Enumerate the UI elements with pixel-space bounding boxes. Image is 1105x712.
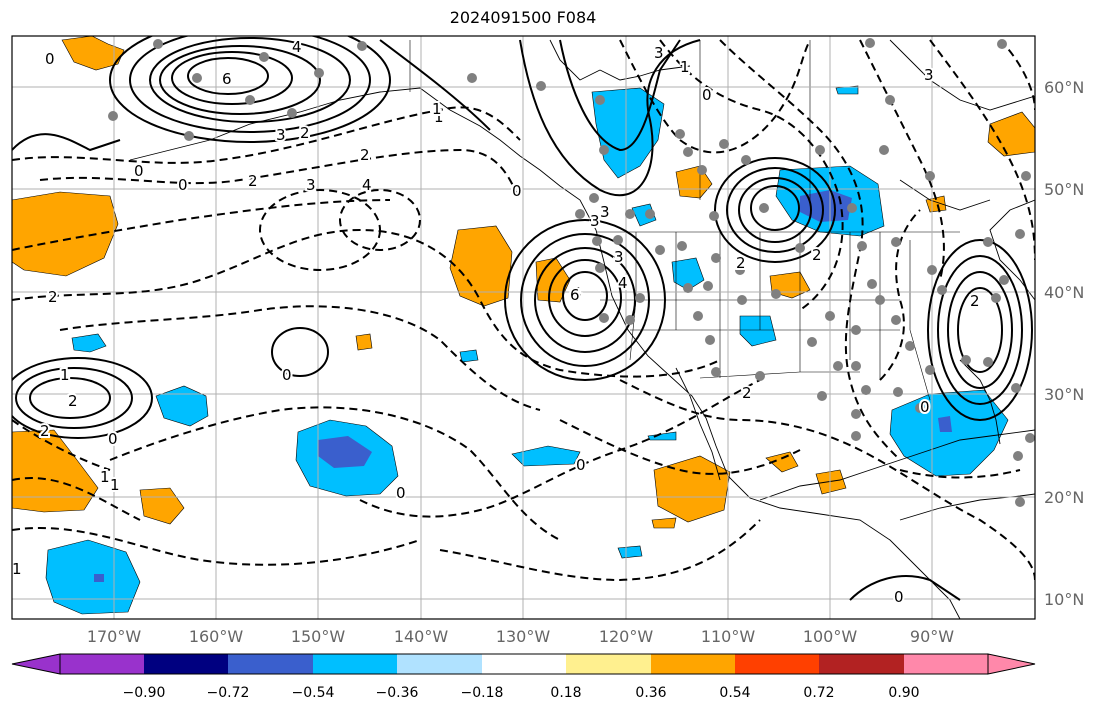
colorbar-bin (566, 654, 651, 674)
contour-label: 3 (654, 44, 664, 62)
contour-label: 3 (924, 66, 934, 84)
contour-label: 1 (432, 100, 442, 118)
colorbar-bin (735, 654, 819, 674)
contour-label: 2 (970, 292, 980, 310)
colorbar-bin (651, 654, 735, 674)
negative-anomaly-shading (45, 85, 1009, 615)
contour-label: 2 (68, 392, 78, 410)
contour-label: 4 (572, 284, 582, 302)
positive-anomaly-shading (12, 36, 1035, 529)
colorbar-bin (228, 654, 313, 674)
observation-markers (108, 38, 1035, 507)
colorbar: −0.90 −0.72 −0.54 −0.36 −0.18 0.18 0.36 … (11, 653, 1036, 701)
contour-label: 1 (100, 468, 110, 486)
contour-label: 0 (396, 484, 406, 502)
contour-label: 3 (276, 126, 286, 144)
contour-label: 0 (108, 430, 118, 448)
colorbar-tick-label: −0.36 (376, 685, 419, 701)
colorbar-tick-label: 0.90 (888, 685, 919, 701)
colorbar-tick-label: 0.54 (719, 685, 750, 701)
contour-label: 0 (512, 182, 522, 200)
lon-tick-label: 90°W (910, 627, 954, 646)
contour-label: 6 (222, 70, 232, 88)
contour-label: 0 (134, 162, 144, 180)
latitude-labels: 60°N 50°N 40°N 30°N 20°N 10°N (1044, 78, 1084, 609)
contour-label: 2 (812, 246, 822, 264)
contour-label: 2 (300, 124, 310, 142)
contour-label: 2 (40, 422, 50, 440)
contour-label: 0 (178, 176, 188, 194)
colorbar-tick-label: −0.18 (461, 685, 504, 701)
lat-tick-label: 60°N (1044, 78, 1084, 97)
contour-label: 4 (618, 274, 628, 292)
colorbar-tick-label: −0.90 (123, 685, 166, 701)
map-title: 2024091500 F084 (449, 8, 597, 27)
colorbar-tick-label: 0.72 (803, 685, 834, 701)
lon-tick-label: 140°W (394, 627, 449, 646)
contour-label: 0 (45, 50, 55, 68)
map-frame (11, 35, 1036, 620)
contour-label: 2 (248, 172, 258, 190)
colorbar-min-extension (11, 653, 61, 675)
colorbar-bin (144, 654, 228, 674)
lat-tick-label: 30°N (1044, 385, 1084, 404)
lon-tick-label: 120°W (599, 627, 654, 646)
coastlines (129, 39, 1035, 619)
lon-tick-label: 100°W (803, 627, 858, 646)
contour-label: 1 (434, 108, 444, 126)
contour-label: 0 (282, 366, 292, 384)
lat-tick-label: 50°N (1044, 180, 1084, 199)
lon-tick-label: 150°W (291, 627, 346, 646)
lon-tick-label: 130°W (496, 627, 551, 646)
contour-label: 1 (680, 58, 690, 76)
longitude-labels: 170°W 160°W 150°W 140°W 130°W 120°W 110°… (87, 627, 954, 646)
contour-label: 2 (360, 146, 370, 164)
contour-label: 2 (736, 254, 746, 272)
colorbar-bin (60, 654, 144, 674)
colorbar-bin (313, 654, 397, 674)
strong-negative-anomaly-shading (94, 190, 952, 582)
contour-label: 2 (742, 384, 752, 402)
contour-label: 3 (306, 176, 316, 194)
colorbar-tick-labels: −0.90 −0.72 −0.54 −0.36 −0.18 0.18 0.36 … (123, 685, 920, 701)
colorbar-bin (904, 654, 988, 674)
solid-contours (12, 36, 1033, 601)
contour-label: 0 (920, 398, 930, 416)
contour-label: 1 (110, 476, 120, 494)
contour-label: 3 (614, 248, 624, 266)
lat-tick-label: 40°N (1044, 283, 1084, 302)
contour-label: 0 (576, 456, 586, 474)
contour-label: 4 (362, 176, 372, 194)
colorbar-tick-label: −0.54 (292, 685, 335, 701)
colorbar-bin (397, 654, 482, 674)
grid-lines (12, 36, 1035, 619)
contour-labels: 0 6 4 3 2 1 0 0 3 4 2 2 4 3 3 6 1 1 2 0 … (12, 36, 982, 608)
colorbar-max-extension (987, 653, 1036, 675)
contour-label: 4 (292, 38, 302, 56)
lon-tick-label: 170°W (87, 627, 142, 646)
lat-tick-label: 20°N (1044, 488, 1084, 507)
contour-label: 3 (590, 212, 600, 230)
contour-label: 1 (12, 560, 22, 578)
colorbar-bin (482, 654, 566, 674)
contour-label: 2 (48, 288, 58, 306)
colorbar-bin (819, 654, 904, 674)
contour-label: 3 (600, 203, 610, 221)
contour-label: 6 (570, 286, 580, 304)
lon-tick-label: 160°W (189, 627, 244, 646)
lon-tick-label: 110°W (701, 627, 756, 646)
colorbar-tick-label: 0.18 (550, 685, 581, 701)
lat-tick-label: 10°N (1044, 590, 1084, 609)
contour-label: 0 (702, 86, 712, 104)
contour-label: 0 (894, 588, 904, 606)
colorbar-tick-label: 0.36 (635, 685, 666, 701)
colorbar-tick-label: −0.72 (207, 685, 250, 701)
contour-label: 1 (60, 366, 70, 384)
